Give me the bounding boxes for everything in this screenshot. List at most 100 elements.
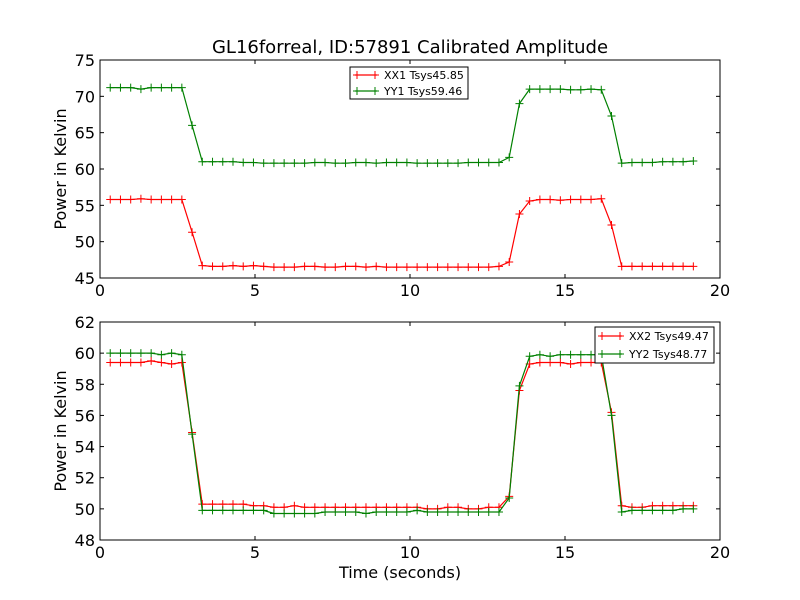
data-point-marker: [177, 350, 186, 359]
data-point-marker: [413, 263, 422, 272]
y-tick-label: 52: [75, 469, 95, 488]
data-point-marker: [290, 509, 299, 518]
data-point-marker: [474, 158, 483, 167]
data-point-marker: [249, 506, 258, 515]
y-tick-label: 55: [75, 196, 95, 215]
data-point-marker: [679, 262, 688, 271]
data-point-marker: [157, 195, 166, 204]
x-tick-label: 20: [710, 543, 730, 562]
data-point-marker: [535, 85, 544, 94]
data-point-marker: [290, 159, 299, 168]
data-point-marker: [464, 263, 473, 272]
x-tick-label: 0: [95, 543, 105, 562]
data-point-marker: [269, 263, 278, 272]
data-point-marker: [566, 350, 575, 359]
legend-marker: [616, 350, 624, 358]
series-line: [110, 198, 694, 268]
data-point-marker: [413, 506, 422, 515]
x-axis-label: Time (seconds): [338, 563, 461, 582]
data-point-marker: [157, 358, 166, 367]
data-point-marker: [413, 159, 422, 168]
data-point-marker: [239, 158, 248, 167]
legend-marker: [371, 71, 379, 79]
data-point-marker: [280, 509, 289, 518]
data-point-marker: [423, 263, 432, 272]
data-point-marker: [392, 263, 401, 272]
y-tick-label: 60: [75, 160, 95, 179]
data-point-marker: [147, 356, 156, 365]
y-tick-label: 75: [75, 51, 95, 70]
data-point-marker: [341, 159, 350, 168]
data-point-marker: [402, 158, 411, 167]
data-point-marker: [454, 263, 463, 272]
y-tick-label: 45: [75, 269, 95, 288]
data-point-marker: [494, 507, 503, 516]
y-tick-label: 62: [75, 313, 95, 332]
legend: XX2 Tsys49.47 YY2 Tsys48.77: [594, 326, 715, 364]
data-point-marker: [116, 195, 125, 204]
data-point-marker: [331, 159, 340, 168]
y-tick-label: 48: [75, 531, 95, 550]
data-point-marker: [515, 210, 524, 219]
data-point-marker: [535, 195, 544, 204]
data-point-marker: [689, 504, 698, 513]
x-tick-label: 0: [95, 281, 105, 300]
data-point-marker: [116, 358, 125, 367]
data-point-marker: [116, 83, 125, 92]
data-point-marker: [351, 507, 360, 516]
data-point-marker: [188, 228, 197, 237]
data-point-marker: [106, 83, 115, 92]
data-point-marker: [638, 262, 647, 271]
legend-marker: [353, 71, 361, 79]
data-point-marker: [167, 195, 176, 204]
data-point-marker: [525, 352, 534, 361]
x-tick-label: 15: [555, 543, 575, 562]
data-point-marker: [402, 263, 411, 272]
y-axis-label: Power in Kelvin: [51, 370, 70, 491]
data-point-marker: [576, 85, 585, 94]
data-point-marker: [576, 358, 585, 367]
legend-marker: [598, 332, 606, 340]
data-point-marker: [433, 263, 442, 272]
data-point-marker: [597, 85, 606, 94]
data-point-marker: [392, 158, 401, 167]
data-point-marker: [443, 507, 452, 516]
x-tick-label: 15: [555, 281, 575, 300]
data-point-marker: [218, 506, 227, 515]
series-xx1: [106, 194, 698, 272]
data-point-marker: [464, 507, 473, 516]
data-point-marker: [341, 507, 350, 516]
data-point-marker: [157, 83, 166, 92]
data-point-marker: [648, 158, 657, 167]
data-point-marker: [658, 506, 667, 515]
data-point-marker: [341, 262, 350, 271]
data-point-marker: [627, 158, 636, 167]
data-point-marker: [535, 350, 544, 359]
data-point-marker: [280, 159, 289, 168]
data-point-marker: [617, 507, 626, 516]
data-point-marker: [474, 263, 483, 272]
data-point-marker: [126, 83, 135, 92]
data-point-marker: [188, 430, 197, 439]
data-point-marker: [208, 262, 217, 271]
x-tick-label: 5: [250, 281, 260, 300]
legend-entry: XX1 Tsys45.85: [384, 69, 464, 82]
y-tick-label: 50: [75, 233, 95, 252]
data-point-marker: [249, 261, 258, 270]
data-point-marker: [259, 506, 268, 515]
data-point-marker: [228, 157, 237, 166]
y-tick-label: 54: [75, 438, 95, 457]
data-point-marker: [392, 507, 401, 516]
x-tick-label: 10: [400, 281, 420, 300]
legend-entry: YY2 Tsys48.77: [628, 348, 707, 361]
data-point-marker: [188, 121, 197, 130]
legend-entry: YY1 Tsys59.46: [383, 85, 462, 98]
y-tick-label: 58: [75, 375, 95, 394]
chart-2: 0 5 10 15 20 48 50 52 54 56 58 60 62 Power in Kelvin T…: [51, 313, 730, 582]
data-point-marker: [106, 349, 115, 358]
data-point-marker: [423, 507, 432, 516]
data-point-marker: [556, 358, 565, 367]
data-point-marker: [372, 262, 381, 271]
data-point-marker: [658, 262, 667, 271]
